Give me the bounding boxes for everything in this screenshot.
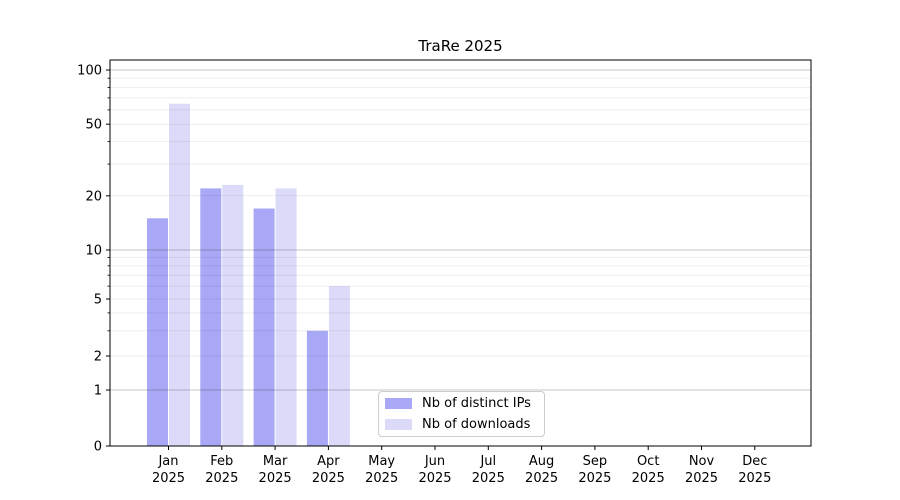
axes-spine: [109, 59, 812, 447]
y-tick-label: 100: [77, 64, 102, 79]
bar-downloads: [328, 286, 350, 446]
bar-distinct-ips: [200, 188, 222, 446]
y-tick-label: 5: [94, 293, 102, 308]
legend-item-downloads: Nb of downloads: [385, 415, 538, 435]
x-tick-label-year: 2025: [205, 471, 238, 486]
x-tick-label-month: Jun: [424, 454, 445, 469]
y-axis-group: 0 1 2 5 10 20 50 100: [77, 64, 110, 455]
gridlines-group: [110, 69, 811, 391]
y-tick-label: 20: [85, 189, 102, 204]
bars-group: [147, 103, 350, 446]
x-tick-label-year: 2025: [632, 471, 665, 486]
y-tick-label: 0: [94, 440, 102, 455]
y-tick-label: 50: [85, 118, 102, 133]
x-tick-label-month: Oct: [637, 454, 659, 469]
legend-label-distinct-ips: Nb of distinct IPs: [422, 396, 531, 412]
y-tick-label: 2: [94, 350, 102, 365]
bar-downloads: [275, 188, 297, 446]
x-tick-label-month: May: [368, 454, 395, 469]
x-tick-label-month: Nov: [689, 454, 715, 469]
legend: Nb of distinct IPs Nb of downloads: [378, 391, 545, 437]
legend-item-distinct-ips: Nb of distinct IPs: [385, 394, 538, 414]
bar-distinct-ips: [306, 330, 328, 446]
x-tick-label-month: Jul: [479, 454, 496, 469]
legend-swatch-downloads: [385, 418, 412, 430]
x-tick-label-year: 2025: [525, 471, 558, 486]
x-tick-label-year: 2025: [365, 471, 398, 486]
legend-swatch-distinct-ips: [385, 398, 412, 410]
x-tick-label-year: 2025: [472, 471, 505, 486]
x-tick-label-month: Aug: [529, 454, 554, 469]
bar-downloads: [169, 103, 190, 446]
y-tick-label: 1: [94, 384, 102, 399]
x-tick-label-year: 2025: [152, 471, 185, 486]
legend-label-downloads: Nb of downloads: [422, 416, 531, 432]
bar-downloads: [222, 184, 244, 446]
chart-title: TraRe 2025: [418, 37, 503, 55]
y-tick-label: 10: [85, 244, 102, 259]
x-tick-label-year: 2025: [259, 471, 292, 486]
x-axis-group: Jan 2025 Feb 2025 Mar 2025 Apr 2025 May 2025 Jun 20…: [152, 446, 771, 486]
bar-distinct-ips: [253, 208, 275, 446]
x-tick-label-year: 2025: [418, 471, 451, 486]
x-tick-label-month: Jan: [157, 454, 178, 469]
x-tick-label-year: 2025: [738, 471, 771, 486]
x-tick-label-year: 2025: [578, 471, 611, 486]
bar-distinct-ips: [147, 218, 168, 446]
x-tick-label-month: Dec: [742, 454, 767, 469]
x-tick-label-year: 2025: [312, 471, 345, 486]
x-tick-label-month: Feb: [210, 454, 233, 469]
x-tick-label-month: Sep: [583, 454, 608, 469]
x-tick-label-year: 2025: [685, 471, 718, 486]
x-tick-label-month: Apr: [317, 454, 340, 469]
x-tick-label-month: Mar: [263, 454, 288, 469]
